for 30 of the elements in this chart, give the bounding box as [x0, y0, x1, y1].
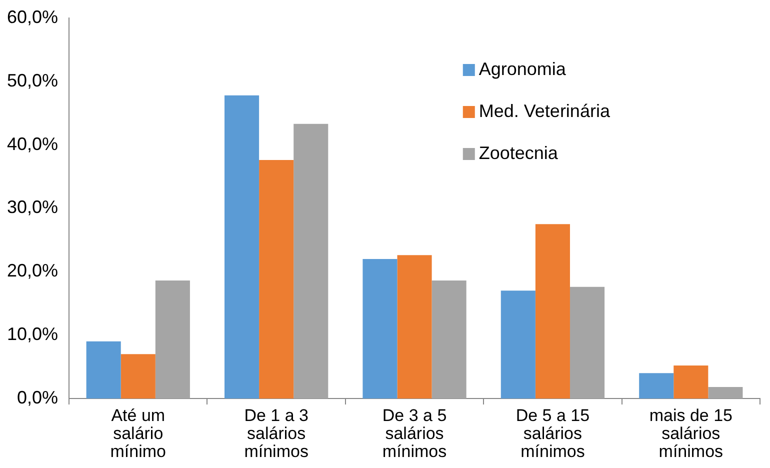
x-tick-label: De 3 a 5 salários mínimos [382, 406, 447, 461]
bar [259, 160, 294, 398]
x-tick-label: De 1 a 3 salários mínimos [244, 406, 308, 461]
bar [570, 286, 605, 398]
y-tick-label: 10,0% [6, 324, 58, 344]
x-tick-label: Até um salário mínimo [110, 406, 166, 461]
bar [294, 124, 328, 398]
bar [86, 341, 121, 398]
y-tick-label: 20,0% [6, 260, 58, 281]
legend-label: Agronomia [478, 58, 567, 79]
bar [535, 224, 570, 398]
y-tick-label: 60,0% [6, 6, 58, 27]
bar [120, 354, 156, 398]
bar [224, 95, 260, 398]
bar [674, 365, 708, 398]
x-tick-label: De 5 a 15 salários mínimos [516, 406, 590, 461]
bar [432, 280, 466, 398]
bar [397, 255, 432, 398]
y-tick-label: 30,0% [6, 197, 58, 218]
legend-label: Zootecnia [478, 142, 559, 163]
bar [500, 290, 536, 398]
bar [362, 258, 398, 398]
legend-label: Med. Veterinária [478, 100, 611, 121]
y-tick-label: 0,0% [17, 387, 58, 408]
x-tick-label: mais de 15 salários mínimos [649, 406, 732, 461]
y-tick-label: 50,0% [6, 70, 58, 90]
y-tick-label: 40,0% [6, 134, 58, 154]
bar [639, 373, 674, 398]
bar [155, 280, 190, 398]
bar [708, 387, 743, 398]
